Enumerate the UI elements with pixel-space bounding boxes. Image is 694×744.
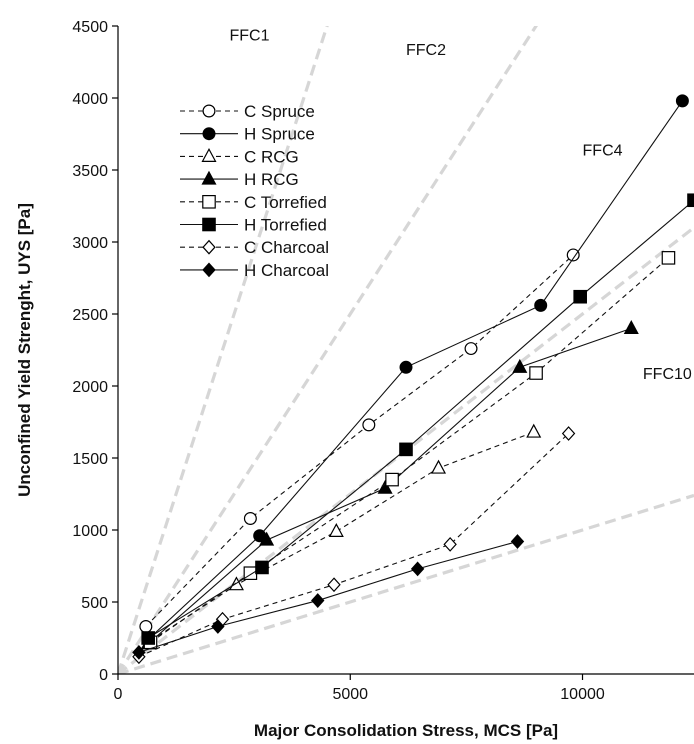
legend-label-h-spruce: H Spruce: [244, 125, 315, 144]
x-tick-label-5000: 5000: [332, 686, 368, 703]
point-c-spruce-1: [139, 619, 153, 633]
x-tick-label-0: 0: [114, 686, 123, 703]
legend-marker-h-charcoal: [202, 262, 216, 278]
point-h-rcg-3: [377, 479, 393, 494]
legend-entry-h-charcoal: H Charcoal: [180, 261, 329, 280]
series-line-h-spruce: [147, 100, 683, 640]
point-c-spruce-3: [362, 418, 376, 432]
point-c-spruce-5: [566, 248, 580, 262]
point-h-charcoal-1: [132, 644, 146, 660]
series-line-c-spruce: [145, 254, 574, 627]
point-h-torrefied-5: [687, 193, 694, 208]
point-h-torrefied-3: [399, 442, 413, 457]
point-h-rcg-5: [623, 320, 639, 334]
point-h-spruce-4: [534, 298, 548, 312]
y-tick-label-4000: 4000: [72, 91, 108, 108]
point-h-spruce-5: [675, 94, 689, 108]
point-c-rcg-4: [431, 459, 447, 474]
point-c-spruce-4: [464, 342, 478, 356]
legend-marker-h-rcg: [201, 170, 217, 185]
point-c-charcoal-5: [561, 426, 576, 441]
legend-marker-h-torrefied: [202, 217, 216, 232]
point-h-rcg-2: [259, 531, 275, 546]
series-line-c-rcg: [150, 431, 534, 642]
legend: C Spruce H Spruce C RCG H RCG C Torrefied H T…: [180, 102, 329, 280]
point-h-spruce-3: [399, 360, 413, 374]
ffc-label-ffc4: FFC4: [583, 143, 623, 160]
y-tick-label-500: 500: [81, 595, 108, 612]
point-h-rcg-4: [512, 358, 528, 373]
point-h-torrefied-1: [141, 631, 155, 645]
series-c-spruce: [139, 248, 580, 633]
legend-marker-c-rcg: [201, 148, 217, 162]
ffc-label-ffc2: FFC2: [406, 42, 446, 59]
legend-label-c-spruce: C Spruce: [244, 102, 315, 121]
legend-label-c-charcoal: C Charcoal: [244, 238, 329, 257]
legend-entry-c-torrefied: C Torrefied: [180, 193, 327, 212]
x-axis-title: Major Consolidation Stress, MCS [Pa]: [254, 721, 558, 740]
y-tick-label-4500: 4500: [72, 19, 108, 36]
series-lines: [132, 94, 694, 665]
ffc-line-ffc1: [118, 26, 329, 674]
y-tick-label-2500: 2500: [72, 307, 108, 324]
series-h-charcoal: [132, 534, 525, 660]
legend-marker-c-charcoal: [202, 239, 216, 255]
legend-marker-c-torrefied: [202, 195, 216, 209]
legend-label-h-rcg: H RCG: [244, 170, 299, 189]
point-h-charcoal-3: [311, 593, 325, 608]
ffc-labels: FFC1 FFC2 FFC4 FFC10: [229, 27, 691, 382]
point-c-spruce-2: [243, 511, 257, 525]
y-tick-label-1500: 1500: [72, 451, 108, 468]
y-axis-title: Unconfined Yield Strenght, UYS [Pa]: [15, 203, 34, 497]
legend-entry-h-torrefied: H Torrefied: [180, 216, 327, 235]
x-tick-label-10000: 10000: [560, 686, 605, 703]
point-h-torrefied-4: [573, 289, 587, 304]
point-h-torrefied-2: [255, 560, 269, 575]
legend-marker-h-spruce: [202, 127, 216, 141]
legend-label-h-charcoal: H Charcoal: [244, 261, 329, 280]
series-c-rcg: [143, 423, 542, 647]
point-h-charcoal-5: [510, 534, 525, 549]
legend-entry-c-spruce: C Spruce: [180, 102, 315, 121]
y-tick-label-3000: 3000: [72, 235, 108, 252]
legend-label-c-rcg: C RCG: [244, 147, 299, 166]
legend-label-c-torrefied: C Torrefied: [244, 193, 327, 212]
point-c-charcoal-3: [327, 577, 341, 593]
ffc-line-ffc10: [118, 493, 694, 674]
legend-entry-c-rcg: C RCG: [180, 147, 299, 166]
y-tick-label-3500: 3500: [72, 163, 108, 180]
series-h-torrefied: [141, 193, 694, 645]
point-h-charcoal-4: [410, 561, 425, 577]
legend-entry-c-charcoal: C Charcoal: [180, 238, 329, 257]
point-c-torrefied-3: [385, 472, 399, 487]
series-line-h-charcoal: [138, 540, 518, 653]
legend-entry-h-rcg: H RCG: [180, 170, 299, 189]
point-c-rcg-3: [328, 523, 344, 538]
axes: 0 500 1000 1500 2000 2500 3000 3500 4000 4500 0 500…: [15, 19, 694, 740]
series-h-spruce: [141, 94, 689, 646]
ffc-label-ffc10: FFC10: [643, 366, 692, 383]
y-tick-label-2000: 2000: [72, 379, 108, 396]
point-c-torrefied-5: [661, 251, 676, 265]
series-c-charcoal: [132, 426, 576, 665]
ffc-line-ffc2: [118, 26, 538, 674]
point-h-charcoal-2: [211, 619, 225, 634]
legend-entry-h-spruce: H Spruce: [180, 125, 315, 144]
legend-marker-c-spruce: [202, 104, 216, 118]
legend-label-h-torrefied: H Torrefied: [244, 216, 327, 235]
point-c-rcg-5: [526, 423, 542, 438]
point-c-torrefied-4: [529, 366, 543, 380]
y-tick-label-1000: 1000: [72, 523, 108, 540]
ffc-label-ffc1: FFC1: [229, 27, 269, 44]
y-tick-label-0: 0: [99, 667, 108, 684]
point-c-charcoal-4: [443, 536, 457, 552]
